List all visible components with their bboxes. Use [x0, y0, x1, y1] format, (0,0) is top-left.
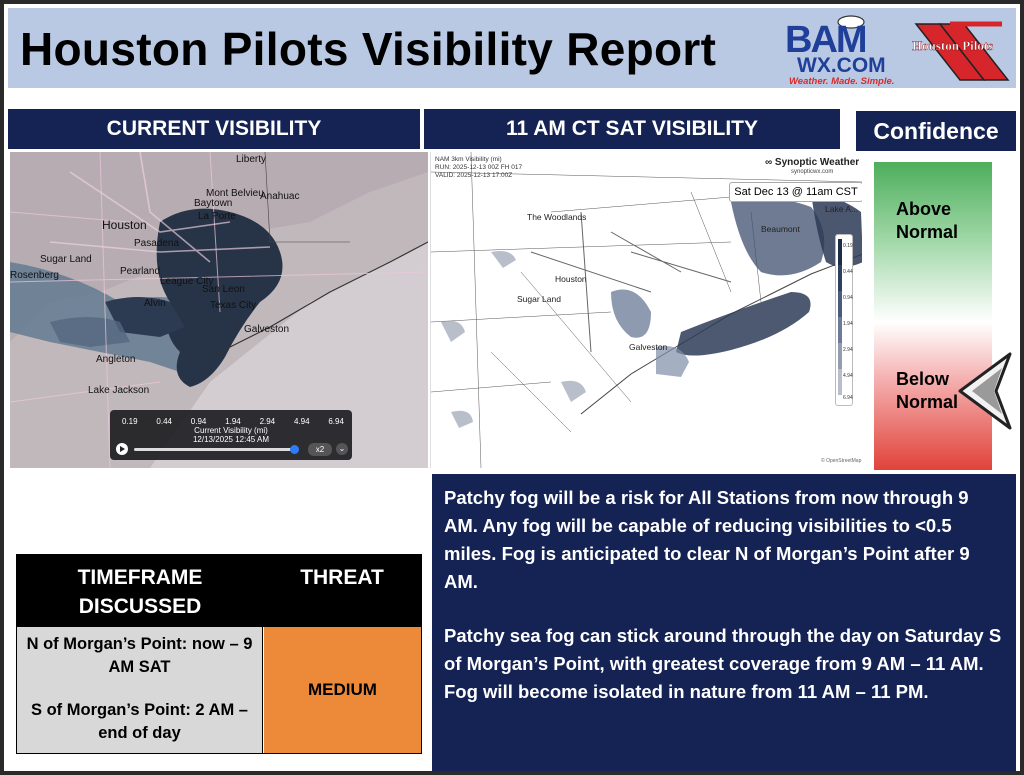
confidence-gauge	[874, 162, 992, 470]
synoptic-brand: ∞ Synoptic Weather	[765, 157, 860, 168]
houston-pilots-logo: Houston Pilots	[912, 21, 1010, 81]
map-place-label: The Woodlands	[527, 212, 587, 222]
chevron-down-icon[interactable]: ⌄	[336, 443, 348, 455]
map-place-label: Angleton	[96, 354, 136, 365]
map-credit: © OpenStreetMap	[821, 458, 862, 464]
map-place-label: League City	[160, 276, 214, 287]
model-title: NAM 3km Visibility (mi)	[435, 156, 502, 163]
legend-caption: Current Visibility (mi) 12/13/2025 12:45…	[110, 426, 352, 444]
bamwx-logo: BAM WX.COM Weather. Made. Simple.	[785, 15, 894, 86]
scale-swatch	[838, 291, 842, 317]
map-place-label: Pasadena	[134, 238, 180, 249]
scale-swatch	[838, 265, 842, 291]
timeline-slider-handle[interactable]	[290, 445, 299, 454]
timeframe-header: TIMEFRAME DISCUSSED	[17, 555, 263, 627]
bam-logo-text: BAM	[785, 19, 866, 61]
map-place-label: Sugar Land	[517, 294, 561, 304]
forecast-date-box: Sat Dec 13 @ 11am CST	[729, 182, 862, 202]
map-place-label: Houston	[555, 274, 587, 284]
pilots-logo-text: Houston Pilots	[912, 38, 993, 53]
model-valid: VALID: 2025-12-13 17:00Z	[435, 172, 513, 179]
current-visibility-legend: 0.19 0.44 0.94 1.94 2.94 4.94 6.94 Curre…	[110, 410, 352, 460]
map-place-label: Houston	[102, 218, 147, 232]
map-place-label: Lake Jackson	[88, 385, 150, 396]
confidence-above-line2: Normal	[896, 222, 959, 242]
current-visibility-map: Liberty Mont Belvieu Baytown La Porte An…	[10, 152, 428, 468]
threat-level-cell: MEDIUM	[264, 627, 421, 753]
map-place-label: Anahuac	[260, 191, 300, 202]
current-visibility-banner: CURRENT VISIBILITY	[8, 109, 420, 149]
map-place-label: Galveston	[629, 342, 668, 352]
bam-logo-domain: WX.COM	[797, 54, 886, 77]
legend-tick: 1.94	[225, 417, 241, 426]
legend-ticks: 0.19 0.44 0.94 1.94 2.94 4.94 6.94	[122, 417, 344, 426]
confidence-below-label: Below Normal	[896, 368, 958, 414]
map-place-label: Beaumont	[761, 224, 800, 234]
model-info: NAM 3km Visibility (mi) RUN: 2025-12-13 …	[435, 156, 522, 180]
scale-tick: 0.44	[843, 269, 853, 275]
map-place-label: Sugar Land	[40, 254, 92, 265]
page-title: Houston Pilots Visibility Report	[20, 23, 717, 75]
visibility-report-slide: Houston Pilots Visibility Report BAM WX.…	[4, 4, 1020, 771]
map-place-label: Lake A...	[825, 204, 859, 214]
scale-swatch	[838, 239, 842, 265]
legend-title: Current Visibility (mi)	[194, 426, 268, 435]
confidence-above-line1: Above	[896, 199, 952, 219]
scale-tick: 0.94	[843, 295, 853, 301]
confidence-below-line2: Normal	[896, 392, 959, 412]
forecast-visibility-map: NAM 3km Visibility (mi) RUN: 2025-12-13 …	[430, 152, 862, 468]
speed-button[interactable]: x2	[308, 443, 332, 456]
legend-tick: 6.94	[328, 417, 344, 426]
map-place-label: Alvin	[144, 298, 166, 309]
map-place-label: Pearland	[120, 266, 161, 277]
map-place-label: Baytown	[194, 198, 233, 209]
scale-tick: 1.94	[843, 321, 853, 327]
discussion-paragraph: Patchy sea fog can stick around through …	[444, 625, 1002, 702]
bam-logo-tagline: Weather. Made. Simple.	[789, 76, 894, 86]
forecast-color-scale: 0.19 0.44 0.94 1.94 2.94 4.94 6.94	[835, 234, 853, 406]
play-button[interactable]	[116, 443, 128, 455]
map-place-label: San Leon	[202, 284, 245, 295]
synoptic-url: synopticwx.com	[791, 169, 834, 175]
threat-header: THREAT	[263, 555, 421, 627]
timeline-slider[interactable]	[134, 448, 294, 451]
legend-tick: 2.94	[259, 417, 276, 426]
legend-timestamp: 12/13/2025 12:45 AM	[192, 435, 270, 444]
timeframe-cell: N of Morgan’s Point: now – 9 AM SAT S of…	[17, 627, 263, 753]
legend-tick: 4.94	[293, 417, 310, 426]
header-separator	[8, 90, 1016, 108]
scale-swatch	[838, 317, 842, 343]
map-place-label: Liberty	[236, 154, 267, 165]
scale-tick: 0.19	[843, 243, 853, 249]
legend-tick: 0.94	[190, 417, 207, 426]
map-place-label: La Porte	[198, 211, 236, 222]
threat-table: TIMEFRAME DISCUSSED THREAT N of Morgan’s…	[16, 554, 422, 754]
scale-tick: 6.94	[843, 395, 853, 401]
map-place-label: Rosenberg	[10, 270, 59, 281]
confidence-pointer-icon	[958, 352, 1012, 430]
discussion-panel: Patchy fog will be a risk for All Statio…	[432, 474, 1016, 771]
map-place-label: Galveston	[244, 324, 290, 335]
discussion-paragraph: Patchy fog will be a risk for All Statio…	[444, 487, 970, 592]
header-bar: Houston Pilots Visibility Report BAM WX.…	[8, 8, 1016, 88]
forecast-visibility-banner: 11 AM CT SAT VISIBILITY	[424, 109, 840, 149]
scale-swatch	[838, 369, 842, 395]
legend-tick: 0.19	[122, 417, 138, 426]
forecast-map-graphic	[431, 152, 862, 468]
legend-tick: 0.44	[156, 417, 172, 426]
model-run: RUN: 2025-12-13 00Z FH 017	[435, 164, 523, 171]
scale-tick: 4.94	[843, 373, 853, 379]
timeframe-south: S of Morgan’s Point: 2 AM – end of day	[31, 701, 248, 742]
map-place-label: Texas City	[210, 300, 257, 311]
confidence-below-line1: Below	[896, 369, 950, 389]
scale-tick: 2.94	[843, 347, 853, 353]
scale-swatch	[838, 343, 842, 369]
confidence-banner: Confidence	[856, 111, 1016, 151]
map-place-label: Mont Belvieu	[206, 188, 264, 199]
confidence-above-label: Above Normal	[896, 198, 958, 244]
timeframe-north: N of Morgan’s Point: now – 9 AM SAT	[26, 635, 253, 676]
